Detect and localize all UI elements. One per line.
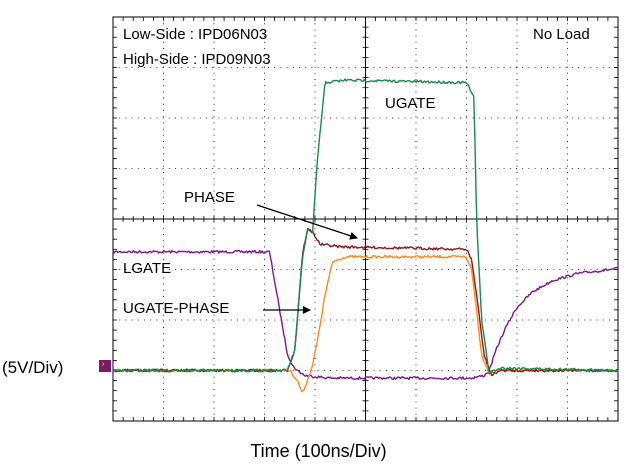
- trace-ugate: [112, 78, 619, 375]
- trace-lgate: [112, 249, 619, 381]
- annotation-arrows: [256, 204, 358, 314]
- y-axis-label: (5V/Div): [2, 358, 64, 377]
- ground-marker-icon: ›: [99, 359, 111, 372]
- trace-ugate-phase: [112, 254, 619, 393]
- high-side-label: High-Side : IPD09N03: [123, 51, 271, 68]
- low-side-label: Low-Side : IPD06N03: [123, 26, 268, 43]
- phase-arrow: [256, 204, 358, 240]
- ugate-label: UGATE: [385, 95, 436, 112]
- lgate-label: LGATE: [123, 260, 172, 277]
- ugate-phase-label: UGATE-PHASE: [123, 300, 230, 317]
- traces: [112, 78, 619, 393]
- grid: [112, 16, 619, 422]
- phase-label: PHASE: [184, 189, 235, 206]
- x-axis-label: Time (100ns/Div): [250, 441, 387, 461]
- load-label: No Load: [533, 26, 590, 43]
